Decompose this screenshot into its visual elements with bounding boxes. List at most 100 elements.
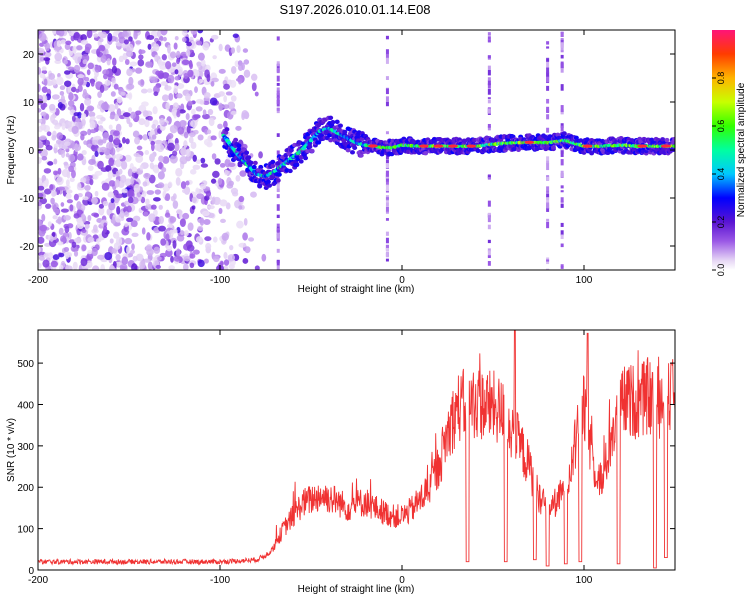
noise-blob [124,237,133,245]
noise-blob [160,30,168,36]
streak-segment [276,184,280,189]
noise-blob [43,168,52,174]
noise-blob [238,205,243,210]
noise-blob [254,91,259,97]
noise-blob [112,57,117,67]
noise-blob [86,260,93,269]
noise-blob [118,168,123,175]
spectrogram-xtick-label: 100 [576,275,593,286]
noise-blob [110,91,116,97]
noise-blob [69,204,74,212]
noise-blob [48,72,56,80]
noise-blob [211,34,219,40]
noise-blob [38,48,45,54]
streak-segment [487,224,491,230]
snr-xtick-label: 100 [576,575,593,586]
noise-blob [57,72,61,78]
noise-blob [56,176,64,186]
streak-segment [385,101,389,107]
noise-blob [86,105,95,112]
noise-blob [66,199,73,204]
noise-blob [152,43,160,52]
noise-blob [38,118,43,124]
noise-blob [124,211,130,217]
streak-segment [560,150,564,157]
noise-blob [57,101,63,109]
noise-blob [76,201,82,210]
noise-blob [99,146,107,153]
noise-blob [71,169,76,179]
streak-segment [487,77,491,82]
streak-segment [560,42,564,48]
streak-segment [487,261,491,266]
noise-blob [71,115,76,122]
noise-blob [38,108,42,113]
streak-segment [560,264,564,267]
noise-blob [185,180,190,186]
noise-blob [39,148,48,158]
noise-blob [94,170,103,176]
streak-segment [560,105,564,113]
noise-blob [106,141,114,151]
streak-segment [276,64,280,69]
noise-blob [239,170,247,177]
noise-blob [103,73,108,80]
noise-blob [92,139,99,146]
noise-blob [57,186,66,191]
noise-blob [64,80,72,87]
noise-blob [80,34,87,42]
noise-blob [131,263,138,270]
snr-ytick-label: 300 [17,442,34,453]
noise-blob [191,196,197,204]
noise-blob [217,177,223,185]
noise-blob [41,213,46,222]
noise-blob [93,213,100,218]
streak-segment [276,75,280,82]
noise-blob [169,154,178,164]
streak-segment [276,188,280,193]
noise-blob [190,119,198,128]
noise-blob [195,40,203,46]
streak-segment [546,221,550,229]
noise-blob [214,158,221,165]
noise-blob [128,36,133,42]
noise-blob [166,245,173,252]
noise-blob [68,231,72,240]
noise-blob [203,138,212,146]
ridge-halo [423,150,429,156]
noise-blob [48,103,56,111]
snr-ylabel: SNR (10 * v/v) [6,418,17,482]
streak-segment [546,176,550,181]
noise-blob [243,218,248,226]
noise-blob [212,255,220,263]
noise-blob [187,222,194,231]
noise-blob [38,83,41,93]
noise-blob [165,248,173,258]
noise-blob [41,66,47,71]
streak-segment [276,90,280,96]
ridge-hotspot [524,140,535,144]
noise-blob [91,247,98,257]
noise-blob [53,158,58,165]
noise-blob [155,70,161,76]
streak-segment [276,36,280,41]
noise-blob [188,136,194,144]
noise-blob [185,49,191,57]
ridge-halo [244,150,250,155]
noise-blob [71,142,76,150]
streak-segment [560,66,564,73]
ridge-hotspot [466,144,477,148]
noise-blob [223,83,230,90]
streak-segment [487,89,491,95]
ridge-halo [251,164,257,170]
streak-segment [276,93,280,99]
noise-blob [38,219,43,227]
streak-segment [560,204,564,208]
streak-segment [487,239,491,244]
noise-blob [154,54,160,62]
streak-segment [276,107,280,111]
noise-blob [218,207,223,215]
noise-blob [192,249,200,255]
noise-blob [147,261,153,270]
noise-blob [68,92,74,101]
